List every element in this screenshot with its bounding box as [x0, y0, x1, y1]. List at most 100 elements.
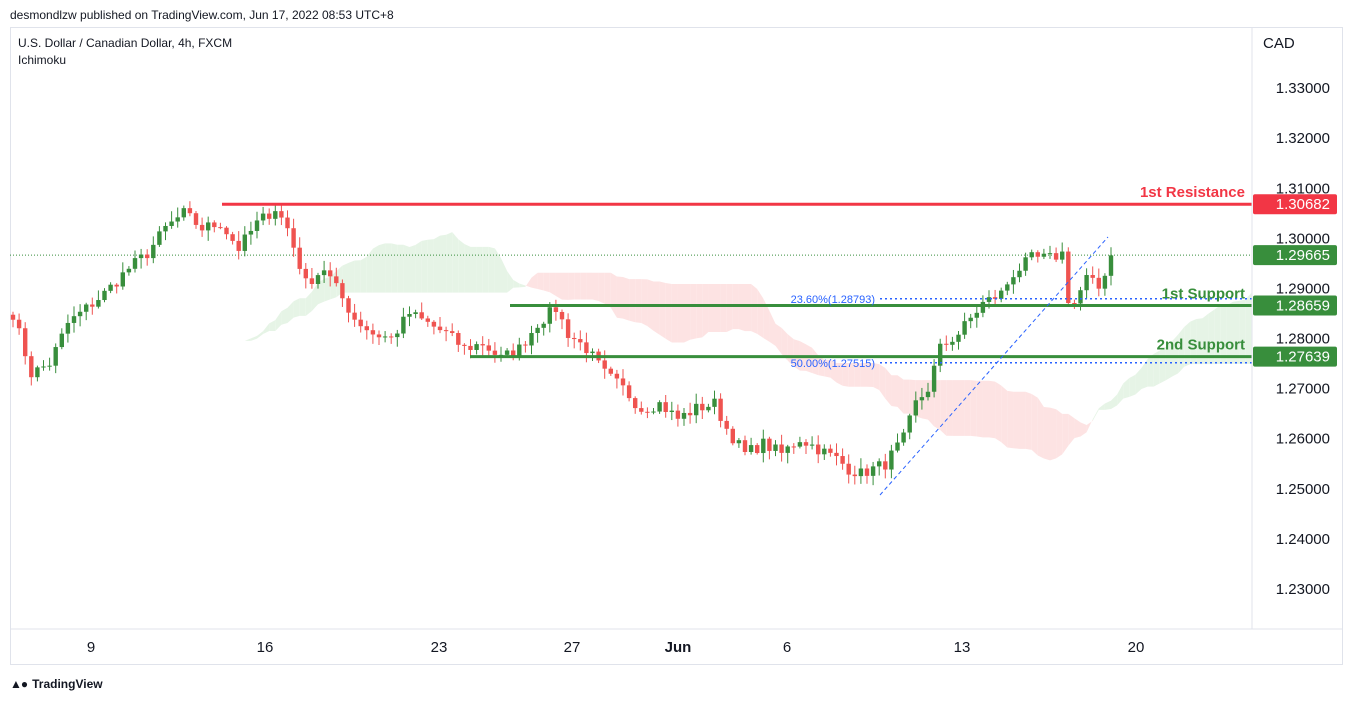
candle-body [260, 213, 266, 221]
cloud-segment [940, 380, 947, 436]
price-tick-label: 1.32000 [1276, 130, 1330, 147]
cloud-segment [970, 380, 977, 437]
cloud-segment [452, 232, 459, 293]
candle-body [59, 333, 64, 348]
candle-body [236, 240, 241, 251]
time-axis[interactable]: 9 16 23 27 Jun 6 13 20 [87, 639, 1145, 656]
cloud-segment [671, 283, 678, 343]
cloud-segment [1245, 293, 1252, 364]
cloud-segment [275, 311, 282, 331]
cloud-segment [1214, 305, 1221, 365]
cloud-segment [440, 234, 447, 293]
cloud-segment [946, 380, 953, 436]
cloud-segment [836, 363, 843, 386]
cloud-segment [1092, 408, 1099, 421]
cloud-segment [867, 363, 874, 388]
cloud-segment [299, 298, 306, 316]
cloud-segment [281, 307, 288, 325]
cloud-segment [324, 276, 331, 302]
cloud-segment [806, 344, 813, 374]
cloud-segment [726, 283, 733, 333]
candle-body [511, 350, 516, 357]
candle-body [968, 317, 973, 322]
candle-body [35, 367, 40, 378]
candle-body [443, 330, 449, 332]
price-tick-label: 1.23000 [1276, 581, 1330, 598]
candle-body [437, 326, 443, 331]
candle-body [41, 366, 46, 368]
cloud-segment [860, 363, 867, 387]
candle-body [828, 448, 833, 453]
cloud-segment [1129, 374, 1136, 397]
cloud-segment [1111, 394, 1118, 409]
cloud-segment [568, 272, 575, 300]
cloud-segment [372, 245, 379, 293]
candle-body [797, 442, 803, 447]
cloud-segment [513, 279, 520, 288]
candle-body [242, 234, 247, 251]
cloud-segment [555, 272, 562, 300]
candle-body [639, 408, 644, 412]
cloud-segment [879, 364, 886, 399]
price-axis[interactable]: 1.33000 1.32000 1.31000 1.30000 1.29000 1.280… [1276, 80, 1330, 598]
cloud-segment [1135, 367, 1142, 395]
candle-body [1102, 275, 1108, 289]
cloud-segment [360, 256, 367, 293]
candle-body [114, 284, 119, 287]
candle-body [1078, 290, 1083, 304]
time-tick-label: 6 [783, 639, 791, 656]
ichimoku-cloud [171, 232, 1252, 461]
cloud-segment [354, 260, 361, 293]
cloud-segment [885, 368, 892, 407]
cloud-segment [903, 379, 910, 414]
candle-body [389, 336, 394, 338]
candle-body [773, 444, 778, 451]
cloud-segment [476, 246, 483, 293]
cloud-segment [1123, 377, 1130, 399]
cloud-segment [1025, 391, 1032, 450]
candle-body [651, 411, 656, 413]
cloud-segment [854, 363, 861, 387]
fib-label: 50.00%(1.27515) [791, 358, 875, 370]
cloud-segment [269, 320, 276, 331]
candle-body [980, 301, 986, 313]
cloud-segment [183, 337, 190, 349]
cloud-segment [244, 338, 251, 341]
candle-body [181, 208, 186, 218]
candle-body [193, 213, 199, 225]
cloud-segment [982, 380, 989, 438]
candle-body [309, 278, 315, 284]
candle-body [755, 445, 760, 454]
candle-body [974, 312, 979, 318]
price-tick-label: 1.30000 [1276, 230, 1330, 247]
candle-body [206, 222, 211, 231]
level-label: 1st Resistance [1140, 184, 1245, 201]
price-badges: 1.30682 1.29665 1.28659 1.27639 [1253, 194, 1337, 367]
cloud-segment [1178, 327, 1185, 374]
cloud-segment [696, 283, 703, 339]
candle-body [169, 221, 174, 226]
cloud-segment [812, 347, 819, 376]
candle-body [1041, 253, 1047, 257]
candle-body [779, 444, 784, 453]
cloud-segment [549, 272, 556, 296]
candle-body [1011, 277, 1016, 285]
candle-body [870, 466, 876, 476]
cloud-segment [318, 278, 325, 305]
candle-body [10, 314, 16, 320]
candle-body [90, 304, 95, 307]
candle-body [480, 344, 485, 346]
candle-body [1090, 275, 1095, 278]
cloud-segment [635, 279, 642, 324]
cloud-segment [738, 283, 745, 332]
price-tick-label: 1.27000 [1276, 381, 1330, 398]
indicator-label[interactable]: Ichimoku [18, 53, 66, 67]
candle-body [285, 217, 290, 229]
level-lines: 1st Resistance 1st Support 2nd Support [222, 184, 1252, 359]
candle-body [431, 321, 437, 327]
footer-brand[interactable]: ▲● TradingView [10, 677, 103, 691]
cloud-segment [787, 334, 794, 367]
cloud-segment [677, 283, 684, 343]
candle-body [486, 345, 491, 351]
